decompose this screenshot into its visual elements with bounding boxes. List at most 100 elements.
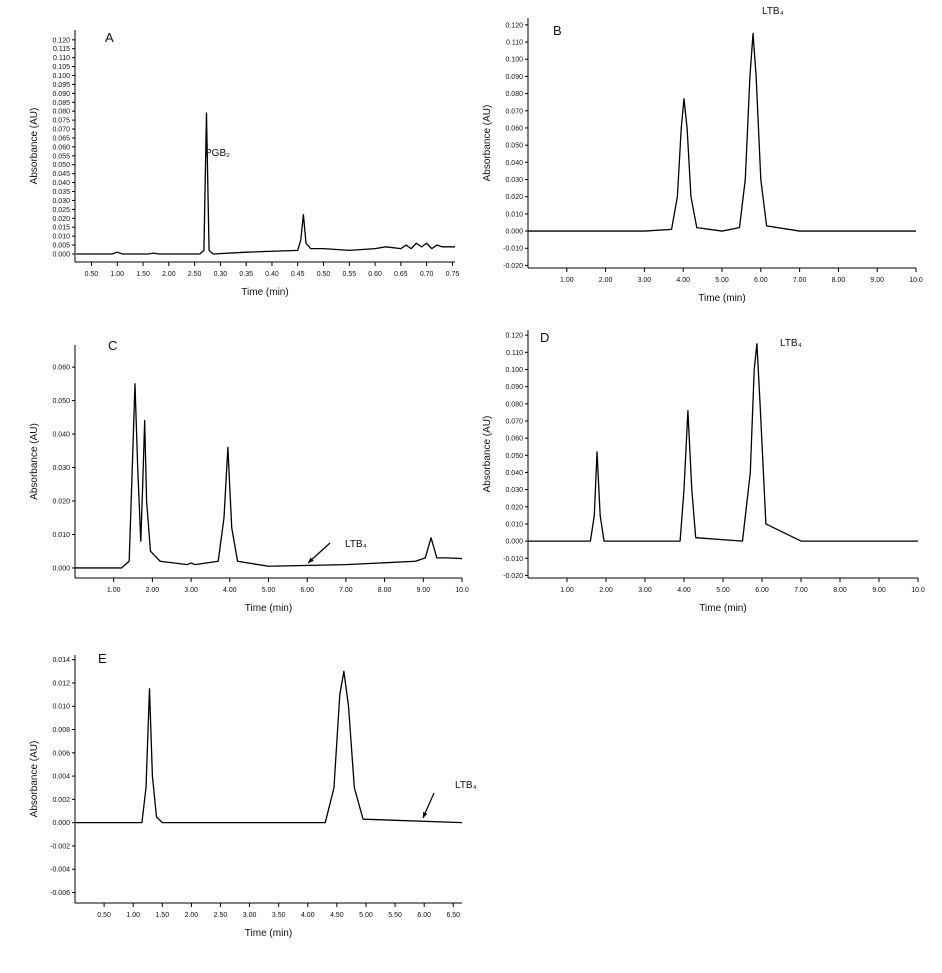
x-tick-label: 0.35 <box>239 271 253 278</box>
x-tick-label: 4.00 <box>676 277 690 284</box>
y-tick-label: 0.008 <box>52 727 70 734</box>
y-tick-label: 0.090 <box>505 74 523 81</box>
y-tick-label: 0.050 <box>505 453 523 460</box>
x-tick-label: 0.55 <box>342 271 356 278</box>
y-tick-label: 0.100 <box>52 73 70 80</box>
y-tick-label: 0.000 <box>52 251 70 258</box>
x-tick-label: 1.00 <box>560 587 574 594</box>
y-tick-label: 0.080 <box>505 401 523 408</box>
x-tick-label: 7.00 <box>794 587 808 594</box>
y-tick-label: 0.010 <box>505 211 523 218</box>
y-tick-label: 0.080 <box>52 109 70 116</box>
y-tick-label: 0.000 <box>505 539 523 546</box>
x-tick-label: 4.00 <box>677 587 691 594</box>
x-tick-label: 2.50 <box>214 912 228 919</box>
y-tick-label: 0.025 <box>52 207 70 214</box>
y-tick-label: -0.020 <box>503 263 523 270</box>
y-tick-label: 0.010 <box>505 521 523 528</box>
y-axis-label: Absorbance (AU) <box>482 416 493 493</box>
x-tick-label: 2.00 <box>162 271 176 278</box>
x-tick-label: 0.70 <box>420 271 434 278</box>
x-tick-label: 2.00 <box>185 912 199 919</box>
x-tick-label: 0.50 <box>97 912 111 919</box>
y-tick-label: 0.050 <box>52 162 70 169</box>
y-tick-label: 0.030 <box>505 487 523 494</box>
x-tick-label: 9.00 <box>416 587 430 594</box>
chromatogram-line <box>528 343 918 542</box>
x-tick-label: 10.0 <box>455 587 469 594</box>
y-tick-label: 0.014 <box>52 657 70 664</box>
y-tick-label: 0.045 <box>52 171 70 178</box>
y-tick-label: 0.040 <box>505 160 523 167</box>
y-tick-label: 0.120 <box>505 333 523 340</box>
y-tick-label: 0.000 <box>505 229 523 236</box>
y-tick-label: 0.010 <box>52 532 70 539</box>
panel-letter: E <box>98 651 107 666</box>
y-tick-label: 0.070 <box>52 127 70 134</box>
x-tick-label: 6.00 <box>417 912 431 919</box>
x-tick-label: 7.00 <box>339 587 353 594</box>
y-axis-label: Absorbance (AU) <box>482 105 493 182</box>
y-tick-label: 0.110 <box>506 40 523 47</box>
peak-annotation: LTB₄ <box>345 539 367 550</box>
x-tick-label: 1.00 <box>110 271 124 278</box>
y-tick-label: 0.110 <box>53 55 70 62</box>
chromatogram-line <box>75 383 463 569</box>
x-tick-label: 10.0 <box>911 587 925 594</box>
y-tick-label: 0.075 <box>52 118 70 125</box>
x-tick-label: 3.50 <box>272 912 286 919</box>
y-tick-label: 0.100 <box>505 57 523 64</box>
panel-letter: B <box>553 23 562 38</box>
x-axis-label: Time (min) <box>698 293 745 304</box>
x-tick-label: 7.00 <box>793 277 807 284</box>
y-tick-label: 0.115 <box>53 46 70 53</box>
y-tick-label: -0.010 <box>503 556 523 563</box>
peak-annotation: PGB₂ <box>205 148 230 159</box>
peak-annotation: LTB₄ <box>455 780 477 791</box>
y-tick-label: 0.085 <box>52 100 70 107</box>
x-tick-label: 6.50 <box>446 912 460 919</box>
y-tick-label: 0.020 <box>52 499 70 506</box>
panel-letter: A <box>105 30 114 45</box>
x-tick-label: 8.00 <box>833 587 847 594</box>
x-tick-label: 10.0 <box>909 277 923 284</box>
y-tick-label: 0.000 <box>52 820 70 827</box>
x-tick-label: 0.75 <box>446 271 460 278</box>
y-tick-label: 0.006 <box>52 750 70 757</box>
x-axis-label: Time (min) <box>699 603 746 614</box>
x-tick-label: 9.00 <box>870 277 884 284</box>
y-tick-label: 0.002 <box>52 797 70 804</box>
y-tick-label: 0.030 <box>52 198 70 205</box>
y-tick-label: 0.095 <box>52 82 70 89</box>
y-tick-label: 0.080 <box>505 91 523 98</box>
y-tick-label: 0.015 <box>52 225 70 232</box>
y-axis-label: Absorbance (AU) <box>29 108 40 185</box>
y-tick-label: 0.070 <box>505 418 523 425</box>
chromatogram-line <box>528 32 916 232</box>
x-tick-label: 5.00 <box>359 912 373 919</box>
x-tick-label: 0.65 <box>394 271 408 278</box>
y-tick-label: -0.006 <box>50 890 70 897</box>
x-tick-label: 3.00 <box>638 277 652 284</box>
y-tick-label: -0.020 <box>503 573 523 580</box>
x-axis-label: Time (min) <box>245 928 292 939</box>
y-tick-label: 0.012 <box>52 680 70 687</box>
y-tick-label: 0.035 <box>52 189 70 196</box>
x-tick-label: 3.00 <box>638 587 652 594</box>
y-tick-label: 0.010 <box>52 704 70 711</box>
y-tick-label: 0.050 <box>505 143 523 150</box>
x-tick-label: 1.50 <box>155 912 169 919</box>
y-tick-label: 0.000 <box>52 565 70 572</box>
x-tick-label: 8.00 <box>378 587 392 594</box>
x-tick-label: 2.50 <box>188 271 202 278</box>
x-axis-label: Time (min) <box>241 287 288 298</box>
x-tick-label: 5.00 <box>716 587 730 594</box>
y-tick-label: -0.004 <box>50 867 70 874</box>
x-tick-label: 3.00 <box>243 912 257 919</box>
x-tick-label: 1.00 <box>126 912 140 919</box>
arrow-head <box>308 557 314 563</box>
y-tick-label: 0.070 <box>505 108 523 115</box>
chromatogram-line <box>75 670 463 824</box>
x-tick-label: 6.00 <box>754 277 768 284</box>
